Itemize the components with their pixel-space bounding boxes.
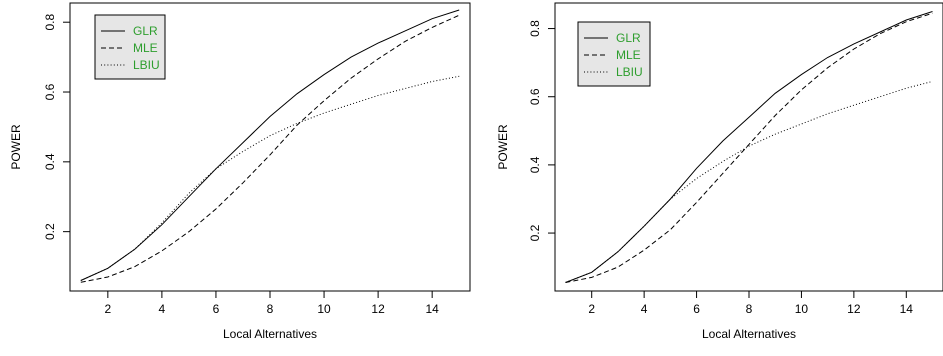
x-tick-label: 10: [795, 302, 809, 316]
x-tick-label: 14: [900, 302, 914, 316]
legend-label-glr: GLR: [616, 31, 641, 45]
legend-label-lbiu: LBIU: [616, 65, 643, 79]
x-tick-label: 6: [213, 302, 220, 316]
x-tick-label: 4: [641, 302, 648, 316]
y-tick-label: 0.2: [43, 223, 57, 240]
x-tick-label: 8: [746, 302, 753, 316]
chart-1: 2 4 6 8 10 12 14 0.2 0.4 0.6 0.8 Local Alternatives…: [9, 2, 471, 341]
x-tick-label: 6: [693, 302, 700, 316]
legend: GLR MLE LBIU: [94, 14, 166, 80]
series-line-mle: [565, 12, 933, 283]
legend-label-glr: GLR: [133, 24, 158, 38]
legend-box: [577, 21, 651, 87]
x-tick-label: 12: [847, 302, 861, 316]
chart-2: 2 4 6 8 10 12 14 0.2 0.4 0.6 0.8 Local Alternatives…: [496, 2, 943, 341]
x-axis-label: Local Alternatives: [702, 327, 796, 341]
x-axis-label: Local Alternatives: [223, 327, 317, 341]
series-line-glr: [80, 9, 460, 281]
series-line-lbiu: [565, 80, 933, 283]
x-tick-label: 2: [588, 302, 595, 316]
legend-label-lbiu: LBIU: [133, 58, 160, 72]
x-tick-label: 2: [104, 302, 111, 316]
x-tick-label: 10: [317, 302, 331, 316]
y-tick-label: 0.6: [43, 83, 57, 100]
series-line-glr: [565, 11, 933, 283]
y-tick-label: 0.6: [528, 88, 542, 105]
y-tick-label: 0.2: [528, 224, 542, 241]
y-tick-label: 0.8: [528, 20, 542, 37]
y-tick-label: 0.4: [43, 153, 57, 170]
y-axis-label: POWER: [9, 124, 23, 170]
series-line-mle: [80, 14, 460, 283]
series-line-lbiu: [80, 75, 460, 281]
y-axis-label: POWER: [496, 124, 510, 170]
legend-label-mle: MLE: [133, 41, 158, 55]
x-tick-label: 4: [159, 302, 166, 316]
y-tick-label: 0.4: [528, 156, 542, 173]
y-tick-label: 0.8: [43, 14, 57, 31]
legend: GLR MLE LBIU: [577, 21, 651, 87]
legend-box: [94, 14, 166, 80]
x-tick-label: 14: [425, 302, 439, 316]
legend-label-mle: MLE: [616, 48, 641, 62]
x-tick-label: 8: [267, 302, 274, 316]
x-tick-label: 12: [371, 302, 385, 316]
